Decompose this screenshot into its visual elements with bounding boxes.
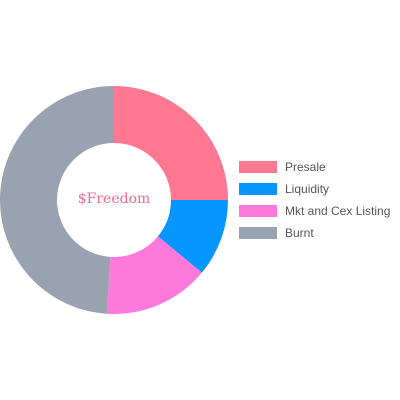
legend-swatch-burnt: [239, 227, 277, 239]
legend-label-presale: Presale: [285, 160, 326, 174]
legend-label-liquidity: Liquidity: [285, 182, 330, 196]
slices-group: [0, 86, 228, 314]
legend-swatch-mkt-and-cex-listing: [239, 205, 277, 217]
legend-item-presale[interactable]: Presale: [239, 156, 390, 178]
slice-liquidity[interactable]: [157, 200, 228, 273]
legend-item-liquidity[interactable]: Liquidity: [239, 178, 390, 200]
legend-swatch-liquidity: [239, 183, 277, 195]
legend-item-mkt-and-cex-listing[interactable]: Mkt and Cex Listing: [239, 200, 390, 222]
legend-swatch-presale: [239, 161, 277, 173]
legend-label-burnt: Burnt: [285, 226, 314, 240]
slice-burnt[interactable]: [0, 86, 114, 314]
slice-presale[interactable]: [114, 86, 228, 200]
center-label: $Freedom: [77, 191, 151, 207]
legend: Presale Liquidity Mkt and Cex Listing Bu…: [239, 156, 390, 244]
slice-mkt-and-cex-listing[interactable]: [106, 236, 202, 314]
legend-label-mkt-and-cex-listing: Mkt and Cex Listing: [285, 204, 391, 218]
legend-item-burnt[interactable]: Burnt: [239, 222, 390, 244]
